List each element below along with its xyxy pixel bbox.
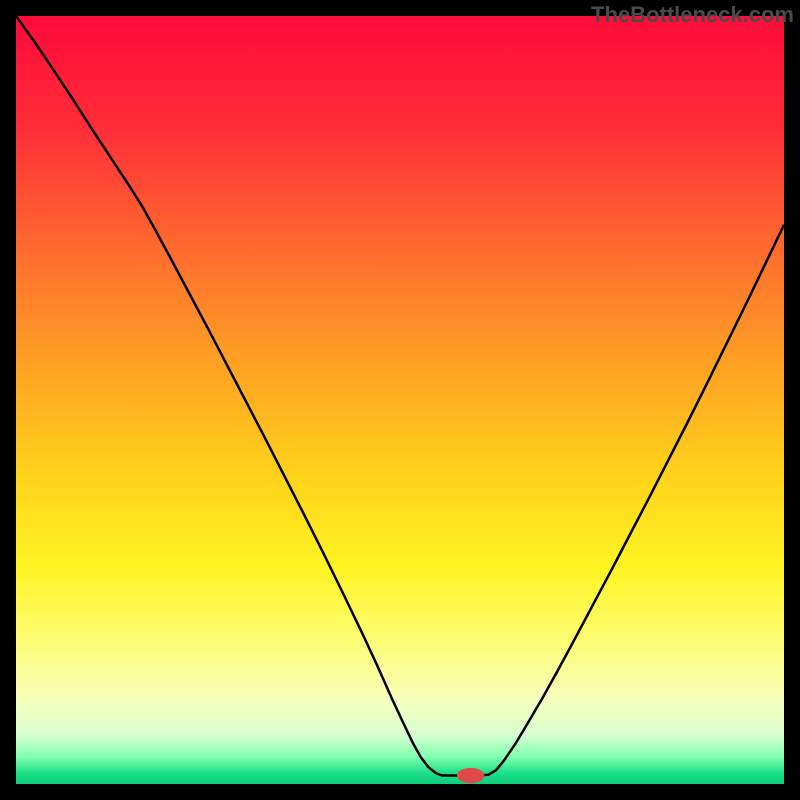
plot-frame: TheBottleneck.com: [0, 0, 800, 800]
plot-background: [16, 16, 784, 784]
plot-area: [16, 16, 784, 784]
plot-svg: [16, 16, 784, 784]
minimum-marker: [457, 768, 485, 783]
watermark-text: TheBottleneck.com: [591, 2, 794, 28]
